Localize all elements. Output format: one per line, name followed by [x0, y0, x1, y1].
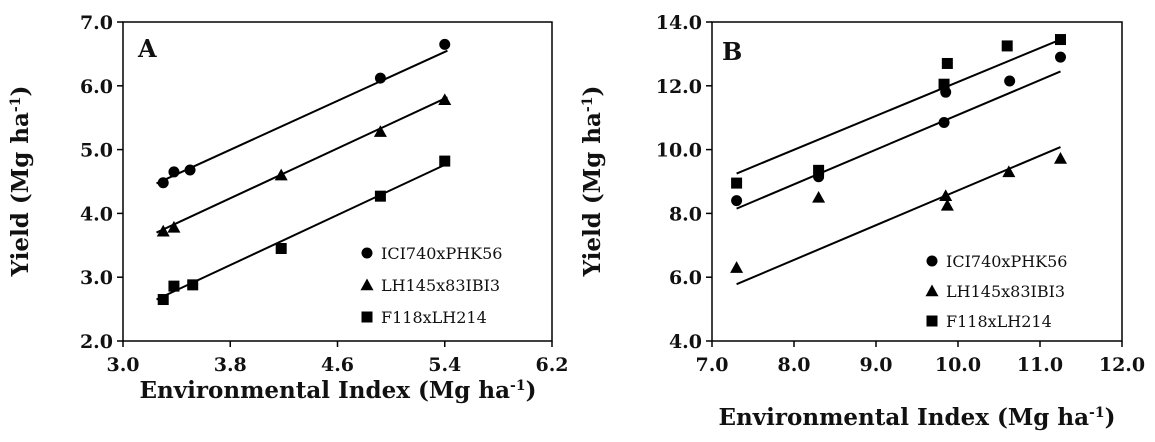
data-point — [1001, 40, 1013, 52]
x-tick-label: 12.0 — [1099, 354, 1145, 376]
legend-entry: F118xLH214 — [926, 312, 1052, 331]
series-lh145x83ibi3 — [730, 146, 1067, 286]
y-tick-label: 10.0 — [656, 140, 702, 162]
data-point — [940, 198, 954, 211]
data-point — [1055, 34, 1066, 46]
legend-entry: ICI740xPHK56 — [361, 244, 502, 263]
data-point — [1002, 165, 1016, 178]
trend-line — [156, 49, 448, 185]
y-tick-label: 14.0 — [656, 12, 702, 34]
legend-marker-square-icon — [926, 315, 938, 327]
x-tick-label: 10.0 — [935, 354, 981, 376]
legend-entry: LH145x83IBI3 — [925, 282, 1065, 301]
data-point — [439, 155, 451, 167]
legend-label: LH145x83IBI3 — [946, 282, 1065, 301]
panel-label: A — [137, 34, 157, 63]
legend-label: F118xLH214 — [946, 312, 1052, 331]
data-point — [813, 164, 825, 176]
data-point — [168, 166, 180, 178]
data-point — [274, 168, 288, 181]
data-point — [374, 190, 386, 202]
x-axis-label: Environmental Index (Mg ha-1) — [719, 404, 1116, 431]
series-f118xlh214 — [156, 155, 451, 306]
y-tick-label: 12.0 — [656, 76, 702, 98]
x-tick-label: 11.0 — [1017, 354, 1063, 376]
legend-entry: LH145x83IBI3 — [360, 276, 500, 295]
data-point — [812, 190, 826, 203]
series-ici740xphk56 — [731, 51, 1066, 210]
x-tick-label: 5.4 — [428, 354, 461, 376]
y-tick-label: 2.0 — [80, 331, 113, 353]
data-point — [1004, 75, 1016, 87]
trend-line — [156, 96, 448, 234]
legend-marker-triangle-icon — [925, 284, 939, 297]
y-tick-label: 3.0 — [80, 267, 113, 289]
legend-label: F118xLH214 — [381, 308, 487, 327]
x-tick-label: 6.2 — [535, 354, 568, 376]
panel-label: B — [722, 37, 742, 66]
y-tick-label: 4.0 — [80, 203, 113, 225]
trend-line — [736, 38, 1061, 175]
data-point — [731, 177, 743, 189]
trend-line — [156, 162, 448, 301]
legend-marker-triangle-icon — [360, 278, 374, 291]
legend-entry: F118xLH214 — [361, 308, 487, 327]
x-tick-label: 3.8 — [214, 354, 247, 376]
x-tick-label: 7.0 — [695, 354, 728, 376]
y-tick-label: 7.0 — [80, 12, 113, 34]
y-tick-label: 6.0 — [669, 267, 702, 289]
legend-entry: ICI740xPHK56 — [926, 252, 1067, 271]
data-point — [730, 261, 744, 273]
data-point — [167, 220, 181, 233]
data-point — [373, 125, 387, 137]
legend-marker-circle-icon — [361, 247, 373, 259]
y-tick-label: 6.0 — [80, 76, 113, 98]
y-tick-label: 4.0 — [669, 331, 702, 353]
chart-panel-b: 7.0 8.0 9.0 10.0 11.0 12.0 4.0 6.0 8.0 10.0 12.0 14… — [579, 12, 1145, 431]
trend-line — [736, 70, 1061, 210]
x-tick-label: 3.0 — [106, 354, 139, 376]
x-tick-label: 4.6 — [321, 354, 354, 376]
data-point — [941, 57, 953, 69]
data-point — [184, 164, 196, 176]
x-tick-label: 8.0 — [777, 354, 810, 376]
data-point — [156, 224, 170, 237]
y-axis-label: Yield (Mg ha-1) — [7, 86, 34, 278]
data-point — [187, 279, 199, 291]
y-tick-label: 5.0 — [80, 140, 113, 162]
legend-label: ICI740xPHK56 — [381, 244, 502, 263]
series-lh145x83ibi3 — [156, 93, 452, 237]
series-ici740xphk56 — [156, 38, 451, 189]
data-point — [275, 242, 287, 254]
legend-label: LH145x83IBI3 — [381, 276, 500, 295]
data-point — [438, 93, 452, 106]
data-point — [157, 177, 169, 189]
y-tick-label: 8.0 — [669, 203, 702, 225]
data-point — [731, 195, 743, 207]
chart-panel-a: 3.0 3.8 4.6 5.4 6.22.03.04.05.06.07.0AEnviro… — [7, 12, 569, 404]
data-point — [157, 294, 169, 306]
data-point — [374, 72, 386, 84]
data-point — [439, 38, 451, 50]
data-point — [939, 189, 953, 202]
plot-frame — [711, 21, 1123, 342]
data-point — [1055, 51, 1066, 63]
y-axis-label: Yield (Mg ha-1) — [579, 86, 606, 278]
x-axis-label: Environmental Index (Mg ha-1) — [140, 377, 537, 404]
data-point — [938, 116, 950, 128]
legend-marker-square-icon — [361, 311, 373, 323]
legend-label: ICI740xPHK56 — [946, 252, 1067, 271]
x-tick-label: 9.0 — [859, 354, 892, 376]
legend-marker-circle-icon — [926, 255, 938, 267]
series-f118xlh214 — [731, 34, 1066, 189]
data-point — [1054, 152, 1067, 164]
data-point — [168, 280, 180, 292]
data-point — [938, 78, 950, 90]
